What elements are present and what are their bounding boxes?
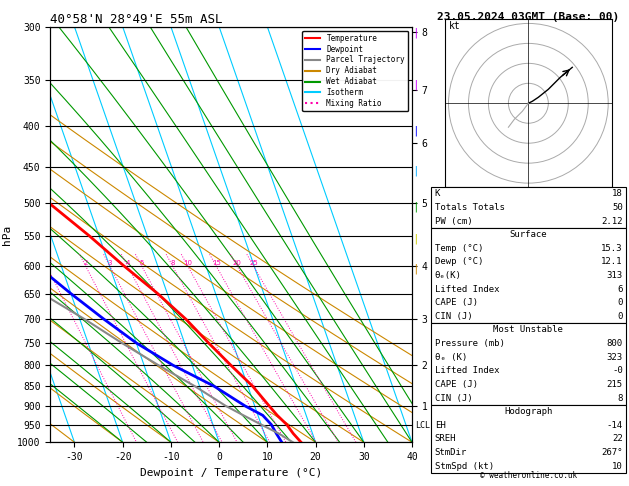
Text: 8: 8 [170, 260, 175, 266]
Text: 215: 215 [606, 380, 623, 389]
Text: PW (cm): PW (cm) [435, 217, 472, 226]
Text: -14: -14 [606, 421, 623, 430]
Text: CIN (J): CIN (J) [435, 312, 472, 321]
Text: Lifted Index: Lifted Index [435, 285, 499, 294]
Text: 20: 20 [233, 260, 242, 266]
Text: 5: 5 [140, 260, 144, 266]
Text: Hodograph: Hodograph [504, 407, 552, 416]
Text: |: | [412, 234, 418, 244]
Text: CAPE (J): CAPE (J) [435, 298, 477, 307]
Text: 313: 313 [606, 271, 623, 280]
Text: 6: 6 [617, 285, 623, 294]
Text: |: | [412, 165, 418, 176]
Text: SREH: SREH [435, 434, 456, 443]
Text: 0: 0 [617, 298, 623, 307]
Text: Totals Totals: Totals Totals [435, 203, 504, 212]
Text: 15: 15 [212, 260, 221, 266]
Text: © weatheronline.co.uk: © weatheronline.co.uk [480, 471, 577, 480]
Text: LCL: LCL [416, 421, 431, 430]
Text: |: | [412, 263, 418, 274]
Text: -0: -0 [612, 366, 623, 375]
Text: 800: 800 [606, 339, 623, 348]
Text: θₑ(K): θₑ(K) [435, 271, 462, 280]
X-axis label: Dewpoint / Temperature (°C): Dewpoint / Temperature (°C) [140, 468, 322, 478]
Text: K: K [435, 190, 440, 198]
Text: 2: 2 [84, 260, 88, 266]
Text: 4: 4 [125, 260, 130, 266]
Text: kt: kt [448, 21, 460, 32]
Text: Temp (°C): Temp (°C) [435, 244, 483, 253]
Text: CAPE (J): CAPE (J) [435, 380, 477, 389]
Text: 25: 25 [249, 260, 258, 266]
Text: Surface: Surface [509, 230, 547, 239]
Text: 8: 8 [617, 394, 623, 402]
Text: 2.12: 2.12 [601, 217, 623, 226]
Text: 267°: 267° [601, 448, 623, 457]
Text: Most Unstable: Most Unstable [493, 326, 564, 334]
Text: 10: 10 [612, 462, 623, 470]
Text: Pressure (mb): Pressure (mb) [435, 339, 504, 348]
Text: |: | [412, 201, 418, 212]
Text: |: | [412, 125, 418, 136]
Y-axis label: km
ASL: km ASL [440, 235, 457, 256]
Text: 0: 0 [617, 312, 623, 321]
Text: Lifted Index: Lifted Index [435, 366, 499, 375]
Text: 22: 22 [612, 434, 623, 443]
Text: CIN (J): CIN (J) [435, 394, 472, 402]
Text: StmDir: StmDir [435, 448, 467, 457]
Text: |: | [412, 27, 418, 38]
Text: 323: 323 [606, 353, 623, 362]
Text: 15.3: 15.3 [601, 244, 623, 253]
Text: 18: 18 [612, 190, 623, 198]
Text: 40°58'N 28°49'E 55m ASL: 40°58'N 28°49'E 55m ASL [50, 13, 223, 26]
Y-axis label: hPa: hPa [1, 225, 11, 244]
Text: EH: EH [435, 421, 445, 430]
Text: 10: 10 [183, 260, 192, 266]
Text: |: | [412, 80, 418, 90]
Text: StmSpd (kt): StmSpd (kt) [435, 462, 494, 470]
Text: 50: 50 [612, 203, 623, 212]
Text: 23.05.2024 03GMT (Base: 00): 23.05.2024 03GMT (Base: 00) [437, 12, 620, 22]
Legend: Temperature, Dewpoint, Parcel Trajectory, Dry Adiabat, Wet Adiabat, Isotherm, Mi: Temperature, Dewpoint, Parcel Trajectory… [302, 31, 408, 111]
Text: 12.1: 12.1 [601, 258, 623, 266]
Text: 3: 3 [108, 260, 112, 266]
Text: Dewp (°C): Dewp (°C) [435, 258, 483, 266]
Text: θₑ (K): θₑ (K) [435, 353, 467, 362]
